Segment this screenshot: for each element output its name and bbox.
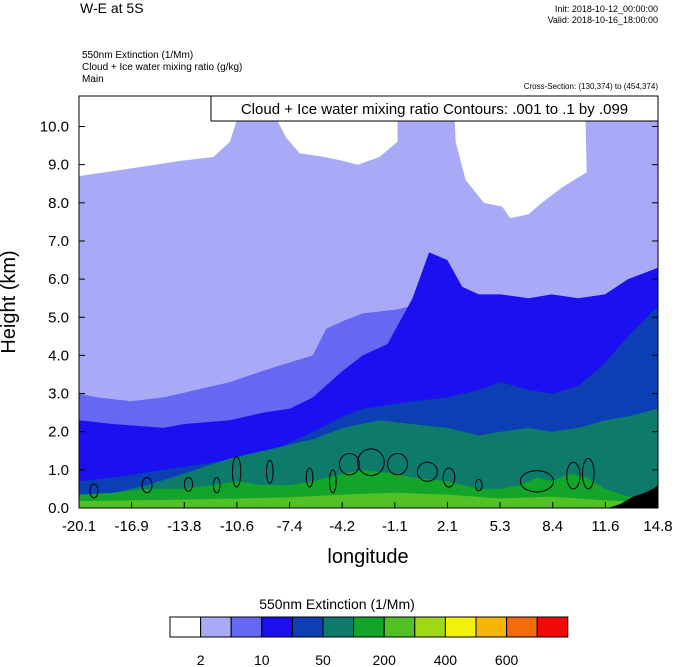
x-tick-label: -7.4 (277, 518, 303, 535)
colorbar-swatch (414, 616, 446, 638)
x-tick-label: -13.8 (167, 518, 201, 535)
cloud-contour-8 (329, 469, 337, 494)
cloud-contour-15 (519, 470, 554, 493)
cloud-contour-12 (416, 461, 438, 482)
cross-section-label: Cross-Section: (130,374) to (454,374) (523, 82, 658, 91)
y-axis-title: Height (km) (0, 250, 20, 353)
colorbar-swatch (475, 616, 508, 638)
y-tick-label: 5.0 (48, 309, 69, 326)
y-tick-label: 1.0 (48, 462, 69, 479)
cloud-contour-5 (231, 456, 242, 488)
field-label-main: Main (82, 74, 104, 85)
colorbar-swatch (322, 616, 355, 638)
x-tick-label: 8.4 (542, 518, 563, 535)
cloud-contour-9 (338, 452, 360, 476)
cloud-contours (89, 448, 595, 499)
x-tick-label: -1.1 (382, 518, 408, 535)
colorbar-swatch (230, 616, 263, 638)
terrain (608, 485, 658, 508)
colorbar-title: 550nm Extinction (1/Mm) (259, 596, 415, 612)
colorbar-label: 50 (315, 652, 331, 667)
y-axis: 0.0 1.0 2.0 3.0 4.0 5.0 6.0 7.0 8.0 9.0 10.0 (40, 119, 658, 517)
extinction-field (79, 96, 658, 508)
colorbar-swatch (506, 616, 538, 638)
upper-left-clear (79, 96, 239, 177)
colorbar-swatch (536, 616, 569, 638)
x-tick-label: -10.6 (220, 518, 254, 535)
x-tick-label: 11.6 (591, 518, 619, 535)
colorbar-label: 200 (373, 652, 397, 667)
init-time: Init: 2018-10-12_00:00:00 (554, 4, 658, 14)
cloud-contour-13 (442, 467, 456, 488)
colorbar-swatch (291, 616, 324, 638)
y-tick-label: 0.0 (48, 500, 69, 517)
y-tick-label: 9.0 (48, 157, 69, 174)
colorbar-label: 10 (254, 652, 270, 667)
cloud-contour-16 (566, 461, 581, 490)
x-tick-label: -20.1 (62, 518, 96, 535)
x-tick-label: 2.1 (437, 518, 458, 535)
cloud-contour-3 (183, 476, 194, 492)
y-tick-label: 7.0 (48, 233, 69, 250)
field-label-cloud: Cloud + Ice water mixing ratio (g/kg) (82, 62, 243, 73)
colorbar-swatch (169, 616, 202, 638)
colorbar-label: 400 (434, 652, 458, 667)
cloud-contour-14 (475, 478, 483, 492)
cloud-contour-6 (265, 459, 274, 484)
cloud-contour-10 (357, 448, 385, 477)
colorbar-swatch (261, 616, 293, 638)
colorbar: 2 10 50 200 400 600 (169, 616, 569, 667)
cloud-contour-4 (212, 476, 221, 494)
band-5 (79, 408, 658, 508)
chart-title: W-E at 5S (80, 0, 144, 16)
cloud-contour-11 (387, 452, 408, 476)
colorbar-swatch (200, 616, 232, 638)
contour-info-frame (210, 95, 659, 122)
colorbar-label: 2 (197, 652, 205, 667)
y-tick-label: 8.0 (48, 195, 69, 212)
contour-info-text: Cloud + Ice water mixing ratio Contours:… (241, 101, 628, 118)
band-7 (79, 492, 658, 508)
y-tick-label: 2.0 (48, 424, 69, 441)
cloud-contour-1 (89, 483, 99, 499)
y-tick-label: 4.0 (48, 347, 69, 364)
y-tick-label: 3.0 (48, 386, 69, 403)
y-tick-label: 6.0 (48, 271, 69, 288)
colorbar-swatch (444, 616, 477, 638)
colorbar-swatch (353, 616, 385, 638)
contour-info-box: Cloud + Ice water mixing ratio Contours:… (210, 95, 659, 122)
y-tick-label: 10.0 (40, 119, 69, 136)
field-label-extinction: 550nm Extinction (1/Mm) (82, 50, 194, 61)
x-tick-label: 5.3 (490, 518, 511, 535)
upper-right-clear (453, 96, 587, 219)
cloud-contour-2 (141, 476, 153, 494)
x-tick-label: -4.2 (329, 518, 355, 535)
cloud-contour-17 (582, 457, 595, 490)
colorbar-swatch (383, 616, 416, 638)
x-axis-title: longitude (327, 546, 408, 568)
colorbar-label: 600 (495, 652, 519, 667)
cloud-contour-7 (305, 467, 314, 488)
x-tick-label: -16.9 (115, 518, 149, 535)
x-tick-label: 14.8 (643, 518, 672, 535)
x-axis: -20.1 -16.9 -13.8 -10.6 -7.4 -4.2 -1.1 2.1 5.3 8.… (62, 502, 673, 535)
valid-time: Valid: 2018-10-16_18:00:00 (547, 15, 658, 25)
